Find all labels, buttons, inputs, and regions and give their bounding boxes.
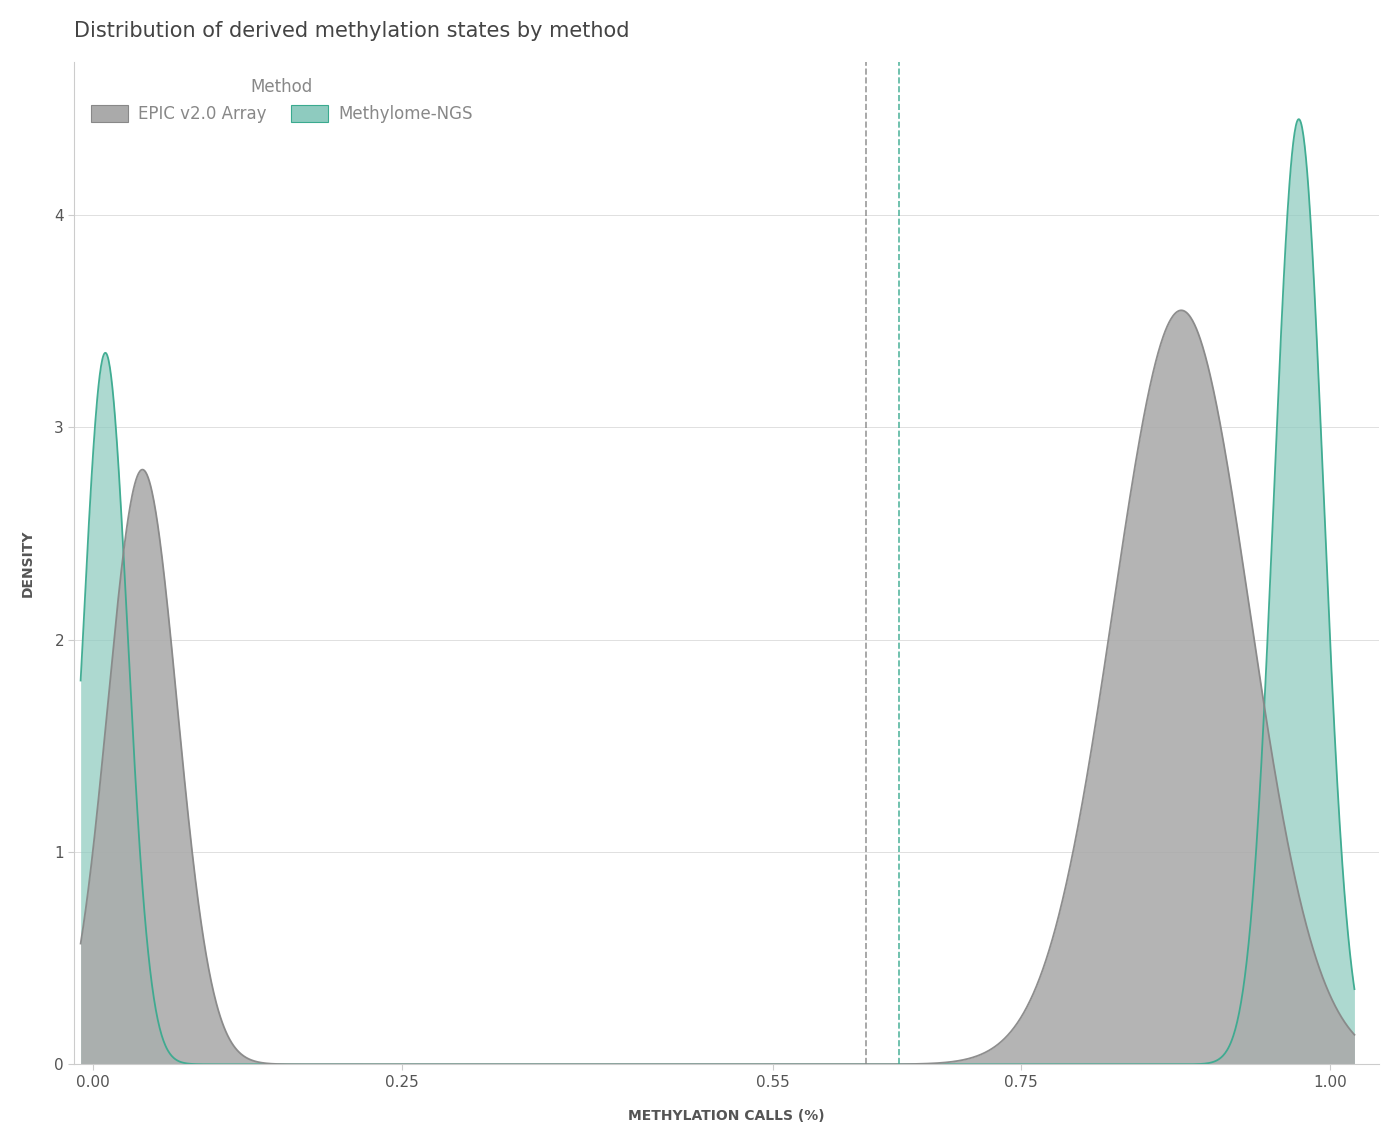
X-axis label: METHYLATION CALLS (%): METHYLATION CALLS (%) <box>629 1110 825 1123</box>
Y-axis label: DENSITY: DENSITY <box>21 530 35 597</box>
Legend: EPIC v2.0 Array, Methylome-NGS: EPIC v2.0 Array, Methylome-NGS <box>83 70 480 132</box>
Text: Distribution of derived methylation states by method: Distribution of derived methylation stat… <box>74 21 630 41</box>
